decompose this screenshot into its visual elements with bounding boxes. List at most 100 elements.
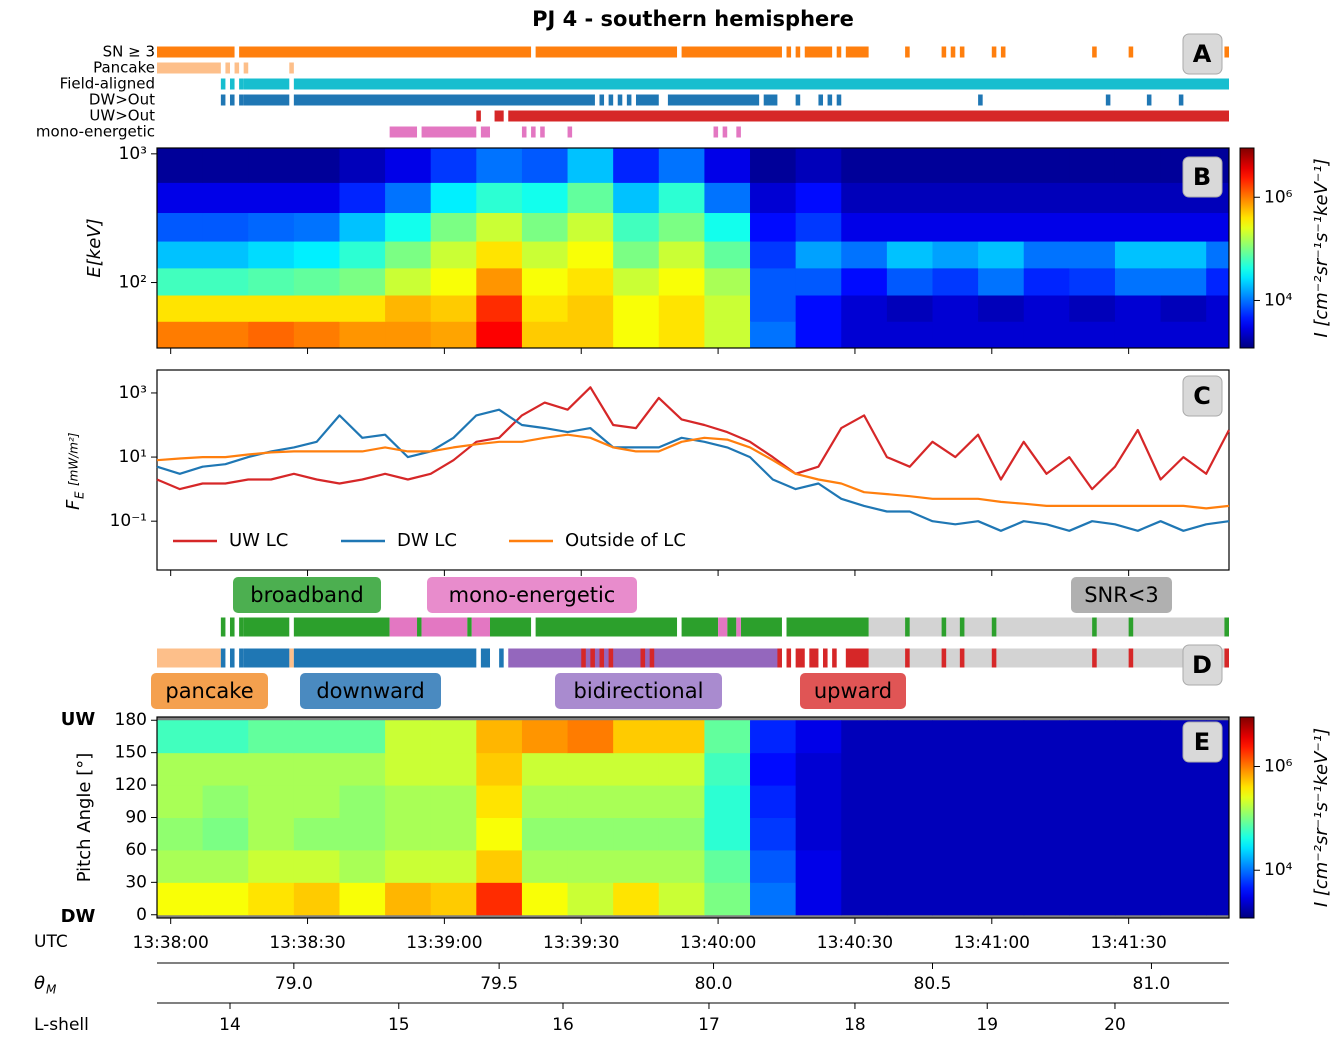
heat-cell: [385, 241, 431, 268]
heat-cell: [659, 148, 705, 183]
heat-cell: [704, 182, 750, 213]
interval: [1092, 618, 1097, 637]
heat-cell: [659, 213, 705, 242]
interval: [736, 127, 741, 138]
theta-tick-label: 79.5: [480, 974, 518, 994]
row-label: mono-energetic: [36, 123, 155, 141]
heat-cell: [294, 213, 340, 242]
heat-cell: [339, 182, 385, 213]
heat-cell: [659, 295, 705, 322]
x-tick-label: 13:38:00: [133, 933, 209, 953]
heat-cell: [659, 850, 705, 883]
heat-cell: [339, 818, 385, 851]
heat-cell: [203, 268, 249, 296]
heat-cell: [294, 882, 340, 915]
y-axis-label-main: F: [63, 499, 84, 510]
heat-cell: [659, 882, 705, 915]
heat-cell: [568, 882, 614, 915]
heat-cell: [157, 720, 203, 753]
heat-cell: [1024, 321, 1070, 348]
heat-cell: [568, 785, 614, 818]
interval: [390, 127, 417, 138]
interval: [869, 649, 1229, 668]
heat-cell: [1161, 321, 1207, 348]
theta-tick-label: 79.0: [275, 974, 313, 994]
heat-cell: [932, 241, 978, 268]
interval: [682, 618, 718, 637]
interval: [1224, 649, 1229, 668]
colorbar-tick-label: 10⁶: [1264, 756, 1293, 776]
heat-cell: [248, 213, 294, 242]
heat-cell: [203, 720, 249, 753]
interval: [230, 95, 235, 106]
interval: [481, 127, 490, 138]
heat-cell: [385, 720, 431, 753]
heat-cell: [750, 295, 796, 322]
lshell-tick-label: 14: [219, 1015, 241, 1035]
heat-cell: [841, 268, 887, 296]
heat-cell: [522, 850, 568, 883]
y-axis-label: Pitch Angle [°]: [74, 753, 95, 883]
interval: [508, 111, 1229, 122]
heat-cell: [568, 818, 614, 851]
heat-cell: [978, 720, 1024, 753]
interval: [764, 95, 778, 106]
y-tick-label: 60: [125, 840, 147, 860]
heat-cell: [385, 882, 431, 915]
lshell-tick-label: 18: [844, 1015, 866, 1035]
heat-cell: [522, 321, 568, 348]
legend-label: Outside of LC: [565, 530, 686, 551]
heat-cell: [932, 882, 978, 915]
heat-cell: [248, 321, 294, 348]
heat-cell: [932, 182, 978, 213]
interval: [609, 95, 614, 106]
heat-cell: [294, 295, 340, 322]
interval: [568, 127, 573, 138]
heat-cell: [750, 850, 796, 883]
panel-letter: A: [1193, 40, 1212, 68]
heat-cell: [659, 753, 705, 786]
heat-cell: [978, 785, 1024, 818]
heat-cell: [659, 241, 705, 268]
heat-cell: [750, 321, 796, 348]
heat-cell: [1024, 882, 1070, 915]
heat-cell: [431, 753, 477, 786]
heat-cell: [248, 182, 294, 213]
interval: [472, 618, 490, 637]
heat-cell: [1069, 321, 1115, 348]
interval: [636, 95, 659, 106]
heat-cell: [1115, 882, 1161, 915]
heat-cell: [796, 720, 842, 753]
heat-cell: [978, 182, 1024, 213]
panel-letter: B: [1193, 163, 1211, 191]
interval: [531, 127, 536, 138]
heat-cell: [704, 850, 750, 883]
heat-cell: [203, 850, 249, 883]
interval: [157, 63, 221, 74]
interval: [796, 649, 805, 668]
heat-cell: [932, 321, 978, 348]
heat-cell: [978, 321, 1024, 348]
heat-cell: [248, 882, 294, 915]
interval: [499, 649, 504, 668]
heat-cell: [203, 182, 249, 213]
interval: [1129, 649, 1134, 668]
heat-cell: [1069, 818, 1115, 851]
heat-cell: [339, 213, 385, 242]
heat-cell: [978, 818, 1024, 851]
interval: [239, 95, 244, 106]
interval: [390, 618, 417, 637]
heat-cell: [522, 882, 568, 915]
heat-cell: [385, 785, 431, 818]
heat-cell: [522, 295, 568, 322]
class-label: pancake: [165, 679, 253, 703]
interval: [951, 47, 956, 58]
heat-cell: [248, 268, 294, 296]
y-tick-label: 30: [125, 872, 147, 892]
lshell-tick-label: 16: [552, 1015, 574, 1035]
heat-cell: [1069, 268, 1115, 296]
heat-cell: [659, 268, 705, 296]
interval: [1129, 618, 1134, 637]
heat-cell: [978, 753, 1024, 786]
heat-cell: [203, 213, 249, 242]
